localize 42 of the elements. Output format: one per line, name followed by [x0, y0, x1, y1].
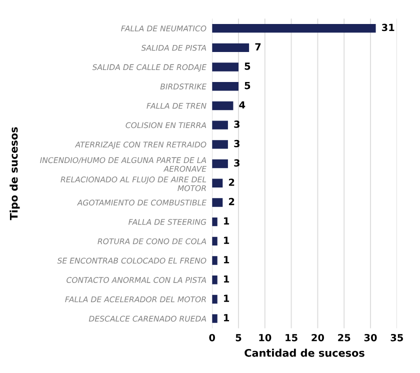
data-label: 1: [224, 314, 230, 322]
x-tick-label: 35: [390, 334, 403, 342]
bar: [212, 82, 238, 91]
data-label: 3: [234, 120, 240, 128]
data-label: 7: [255, 43, 261, 50]
bar: [212, 236, 218, 246]
bar: [212, 101, 234, 110]
x-tick-label: 5: [236, 334, 242, 342]
data-label: 31: [382, 24, 394, 32]
data-label: 3: [234, 159, 240, 167]
bar: [212, 62, 238, 72]
x-tick-label: 10: [259, 334, 272, 342]
bar: [212, 217, 218, 226]
bar: [212, 256, 218, 265]
x-tick-label: 0: [209, 334, 216, 342]
bar: [212, 140, 228, 149]
bar: [212, 276, 218, 284]
bar: [212, 43, 250, 52]
data-label: 1: [224, 256, 230, 264]
data-label: 1: [224, 275, 230, 283]
data-label: 2: [228, 178, 234, 186]
x-axis-title: Cantidad de sucesos: [244, 348, 364, 357]
data-label: 5: [244, 62, 250, 70]
x-tick-label: 30: [364, 334, 377, 342]
bar: [212, 178, 223, 188]
data-label: 3: [234, 140, 240, 148]
bar: [212, 159, 228, 168]
bar: [212, 294, 218, 304]
data-label: 1: [224, 217, 230, 224]
y-axis-title: Tipo de sucesos: [10, 127, 20, 220]
bar: [212, 198, 223, 207]
data-label: 4: [239, 101, 246, 108]
bar: [212, 314, 218, 323]
bar: [212, 24, 376, 33]
bar: [212, 120, 228, 130]
x-tick-label: 15: [286, 334, 298, 342]
x-tick-label: 25: [338, 334, 350, 342]
data-label: 1: [224, 236, 230, 244]
data-label: 1: [224, 294, 230, 302]
x-tick-label: 20: [312, 334, 324, 342]
data-label: 2: [228, 198, 234, 206]
data-label: 5: [244, 82, 250, 90]
